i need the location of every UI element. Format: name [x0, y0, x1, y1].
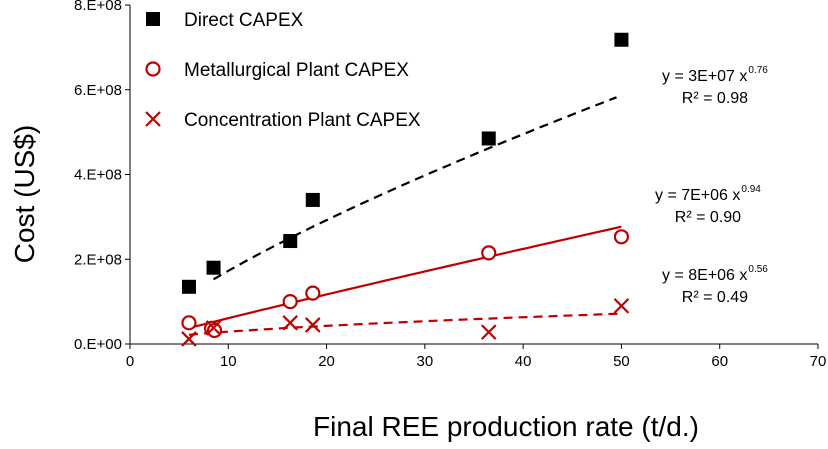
- trend-equation-3: y = 8E+06 x 0.56 R² = 0.49: [662, 264, 768, 306]
- equation-exponent: 0.76: [748, 65, 768, 76]
- r-squared-text: R² = 0.90: [675, 209, 741, 226]
- circle-marker: [206, 322, 223, 339]
- y-tick-label: 6.E+08: [74, 82, 122, 99]
- series-1-points: [181, 32, 629, 294]
- x-tick-label: 50: [613, 353, 630, 370]
- r-squared-text: R² = 0.98: [682, 90, 748, 107]
- legend-item: Metallurgical Plant CAPEX: [145, 60, 409, 81]
- x-marker: [205, 320, 222, 336]
- square-marker: [481, 131, 496, 146]
- y-axis-ticks: 0.E+00 2.E+08 4.E+08 6.E+08 8.E+08: [74, 0, 130, 353]
- equation-exponent: 0.94: [741, 184, 761, 195]
- equation-text: y = 8E+06 x: [662, 267, 747, 284]
- legend-item: Direct CAPEX: [146, 10, 304, 31]
- circle-marker: [481, 245, 497, 261]
- y-tick-label: 2.E+08: [74, 251, 122, 268]
- x-axis-ticks: 0 10 20 30 40 50 60 70: [126, 344, 827, 370]
- x-tick-label: 30: [417, 353, 434, 370]
- square-marker: [283, 234, 298, 249]
- y-tick-label: 8.E+08: [74, 0, 122, 14]
- square-marker: [305, 192, 320, 207]
- x-marker: [305, 317, 321, 333]
- equation-text: y = 7E+06 x: [655, 187, 740, 204]
- circle-marker: [181, 315, 197, 331]
- r-squared-text: R² = 0.49: [682, 289, 748, 306]
- x-marker: [480, 324, 497, 340]
- trend-equation-2: y = 7E+06 x 0.94 R² = 0.90: [655, 184, 761, 226]
- x-tick-label: 10: [220, 353, 237, 370]
- x-tick-label: 20: [318, 353, 335, 370]
- square-marker: [181, 279, 196, 294]
- circle-marker: [282, 294, 298, 310]
- x-marker: [181, 331, 197, 347]
- circle-marker: [305, 285, 321, 301]
- x-marker: [613, 298, 630, 314]
- x-tick-label: 0: [126, 353, 134, 370]
- legend-item: Concentration Plant CAPEX: [145, 110, 421, 131]
- square-marker: [614, 32, 629, 47]
- legend: Direct CAPEX Metallurgical Plant CAPEX Con…: [145, 10, 421, 131]
- equation-exponent: 0.56: [748, 264, 768, 275]
- x-axis-title: Final REE production rate (t/d.): [313, 411, 699, 442]
- trend-equation-1: y = 3E+07 x 0.76 R² = 0.98: [662, 65, 768, 107]
- legend-label: Metallurgical Plant CAPEX: [184, 60, 409, 81]
- x-tick-label: 40: [515, 353, 532, 370]
- circle-marker: [613, 229, 630, 245]
- trend-lines: [188, 96, 622, 336]
- square-marker: [146, 12, 160, 26]
- x-marker: [282, 315, 298, 331]
- square-marker: [206, 260, 221, 275]
- legend-label: Direct CAPEX: [184, 10, 304, 31]
- trend-line-3: [188, 312, 622, 336]
- trend-line-1: [212, 96, 617, 281]
- data-points: [181, 32, 630, 347]
- series-2-points: [181, 229, 630, 339]
- y-tick-label: 4.E+08: [74, 167, 122, 184]
- circle-marker: [145, 61, 161, 77]
- x-tick-label: 60: [711, 353, 728, 370]
- y-tick-label: 0.E+00: [74, 336, 122, 353]
- series-3-points: [181, 298, 630, 347]
- trend-equations: y = 3E+07 x 0.76 R² = 0.98 y = 7E+06 x 0.94 R…: [655, 65, 768, 306]
- equation-text: y = 3E+07 x: [662, 68, 747, 85]
- legend-label: Concentration Plant CAPEX: [184, 110, 421, 131]
- x-marker: [145, 111, 161, 127]
- y-axis-title: Cost (US$): [9, 125, 40, 263]
- trend-line-2: [188, 225, 622, 330]
- x-tick-label: 70: [810, 353, 827, 370]
